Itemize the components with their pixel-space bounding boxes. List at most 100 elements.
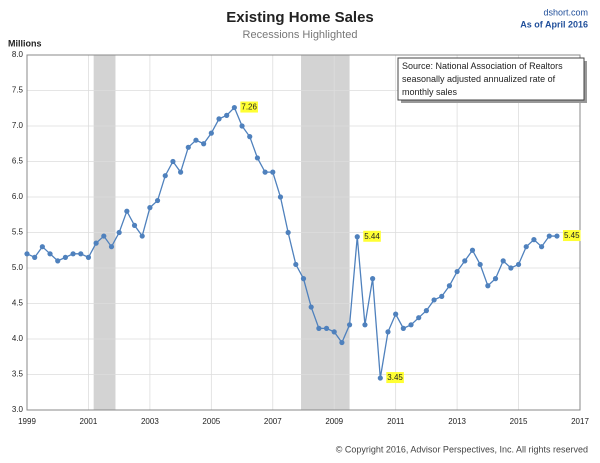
y-tick-label: 3.5 <box>12 370 24 379</box>
y-tick-label: 7.5 <box>12 86 24 95</box>
x-tick-label: 2007 <box>264 417 282 426</box>
data-point <box>216 116 222 122</box>
x-tick-label: 2017 <box>571 417 589 426</box>
y-tick-label: 7.0 <box>12 121 24 130</box>
data-point <box>185 144 191 150</box>
data-point <box>193 137 199 143</box>
y-tick-label: 8.0 <box>12 50 24 59</box>
y-tick-label: 4.0 <box>12 334 24 343</box>
data-point <box>170 158 176 165</box>
data-point <box>554 233 560 239</box>
data-point <box>78 251 84 257</box>
data-point <box>116 229 122 236</box>
value-label-bg <box>386 372 404 384</box>
note-container: Source: National Association of Realtors… <box>402 61 563 97</box>
x-tick-label: 2005 <box>202 417 220 426</box>
note-box <box>397 57 585 101</box>
data-point <box>523 244 529 250</box>
data-point <box>500 258 506 264</box>
data-point <box>377 375 383 381</box>
data-point <box>538 244 545 250</box>
data-point <box>469 247 476 253</box>
data-point <box>323 325 330 331</box>
data-point <box>32 254 38 260</box>
y-tick-label: 3.0 <box>12 405 24 414</box>
value-label: 5.44 <box>364 232 380 241</box>
data-point <box>485 283 491 289</box>
data-point <box>546 233 552 239</box>
data-point <box>408 322 414 328</box>
data-point <box>254 155 261 161</box>
data-point <box>24 251 30 257</box>
data-point <box>270 169 276 175</box>
value-label-bg <box>240 101 258 113</box>
data-point <box>531 237 537 243</box>
data-point <box>70 251 76 257</box>
data-point <box>262 169 268 175</box>
data-point <box>55 258 61 264</box>
data-point <box>101 233 107 239</box>
data-point <box>224 112 230 118</box>
x-tick-label: 2015 <box>510 417 528 426</box>
data-point <box>508 265 514 271</box>
data-point <box>93 240 99 246</box>
data-point <box>208 130 214 136</box>
data-point <box>439 293 445 299</box>
data-point <box>400 325 406 331</box>
data-point <box>385 329 391 335</box>
data-point <box>154 197 161 204</box>
data-point <box>162 173 168 179</box>
data-point <box>239 123 245 129</box>
data-point <box>416 315 422 321</box>
data-point <box>124 208 130 214</box>
source-site: dshort.com <box>543 7 588 17</box>
x-tick-label: 1999 <box>18 417 36 426</box>
data-point <box>331 329 337 335</box>
data-point <box>515 261 522 268</box>
y-tick-label: 6.0 <box>12 192 24 201</box>
value-label-bg <box>562 230 581 242</box>
y-tick-label: 5.5 <box>12 228 24 237</box>
x-tick-label: 2013 <box>448 417 466 426</box>
data-point <box>339 339 345 346</box>
data-point <box>300 276 307 282</box>
data-point <box>201 141 207 147</box>
x-tick-label: 2001 <box>80 417 98 426</box>
data-point <box>139 233 145 239</box>
data-point <box>131 222 138 228</box>
data-point <box>293 261 299 268</box>
data-point <box>277 194 284 200</box>
x-tick-label: 2003 <box>141 417 159 426</box>
data-point <box>108 244 115 250</box>
data-point <box>446 283 453 289</box>
data-point <box>178 169 184 175</box>
x-tick-label: 2011 <box>387 417 405 426</box>
series-line <box>26 106 557 379</box>
y-tick-label: 5.0 <box>12 263 24 272</box>
data-point <box>47 251 53 257</box>
chart-subtitle: Recessions Highlighted <box>243 29 358 41</box>
data-point <box>308 304 314 310</box>
data-point <box>462 258 468 264</box>
data-point <box>393 311 399 317</box>
data-point <box>454 268 460 275</box>
data-point <box>362 322 368 328</box>
data-point <box>247 134 253 140</box>
copyright: © Copyright 2016, Advisor Perspectives, … <box>336 444 588 454</box>
value-label-bg <box>363 230 381 242</box>
y-tick-label: 6.5 <box>12 157 24 166</box>
data-point <box>231 104 237 111</box>
data-point <box>346 322 353 328</box>
data-point <box>423 308 429 314</box>
data-point <box>62 254 69 260</box>
x-tick-label: 2009 <box>325 417 343 426</box>
y-axis-label: Millions <box>8 38 42 48</box>
chart-title: Existing Home Sales <box>226 9 374 26</box>
data-point <box>370 276 376 282</box>
data-point <box>431 297 437 303</box>
source-note: Source: National Association of Realtors… <box>402 61 563 97</box>
data-point <box>85 254 92 260</box>
value-label: 3.45 <box>387 373 403 382</box>
as-of: As of April 2016 <box>520 19 588 29</box>
